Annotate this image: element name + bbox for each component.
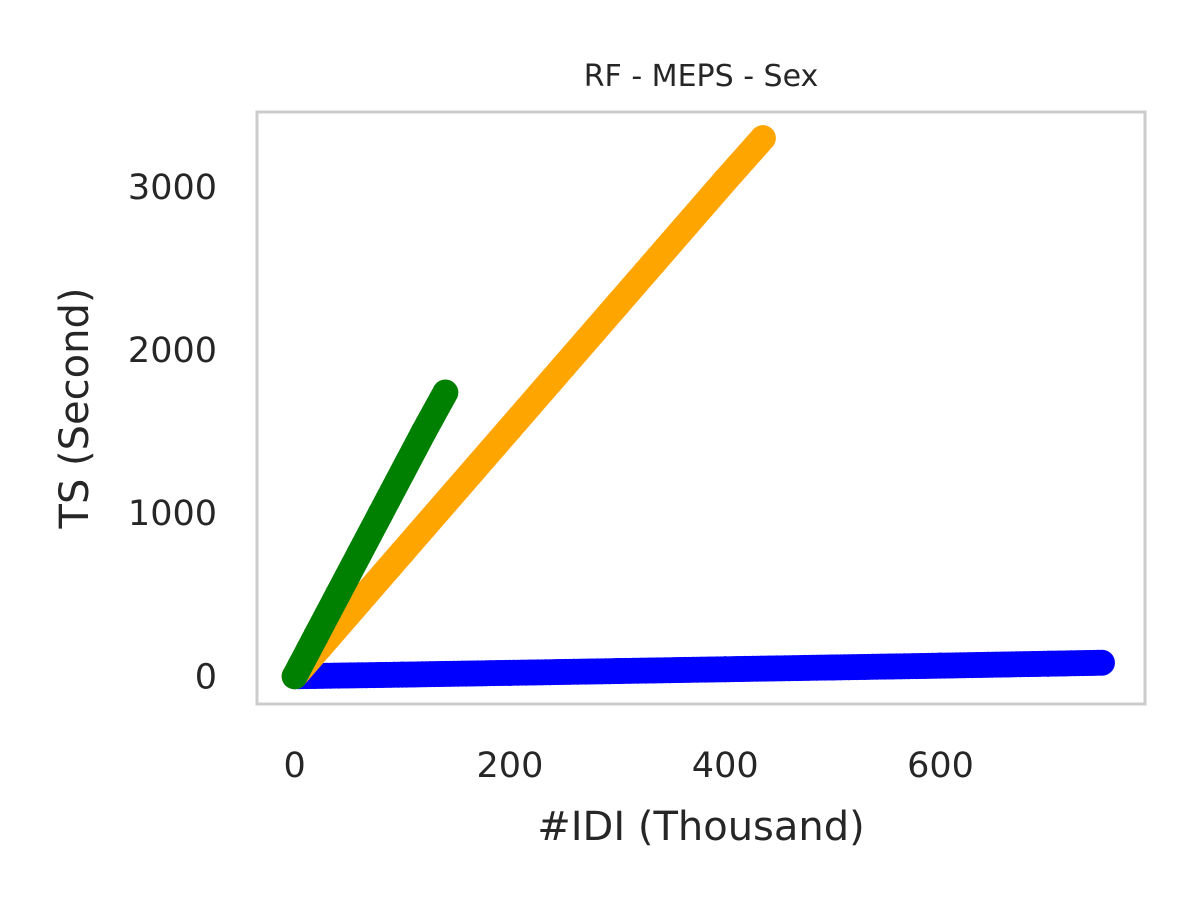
y-tick-label: 3000 xyxy=(128,168,217,208)
y-axis-label: TS (Second) xyxy=(52,288,98,530)
y-tick-label: 2000 xyxy=(128,331,217,371)
chart-title: RF - MEPS - Sex xyxy=(584,59,819,94)
data-point xyxy=(432,379,459,406)
x-tick-label: 600 xyxy=(907,746,974,786)
y-tick-label: 1000 xyxy=(128,494,217,534)
x-tick-label: 200 xyxy=(477,746,544,786)
x-tick-label: 400 xyxy=(692,746,759,786)
x-axis-label: #IDI (Thousand) xyxy=(537,804,865,850)
y-tick-label: 0 xyxy=(195,657,217,697)
series-layer xyxy=(281,125,1115,690)
series-0 xyxy=(281,649,1115,690)
x-tick-label: 0 xyxy=(284,746,306,786)
series-2 xyxy=(281,379,459,690)
data-point xyxy=(749,125,776,152)
data-point xyxy=(1088,649,1115,676)
y-tick-labels: 0 1000 2000 3000 xyxy=(128,168,217,697)
x-tick-labels: 0 200 400 600 xyxy=(284,746,974,786)
